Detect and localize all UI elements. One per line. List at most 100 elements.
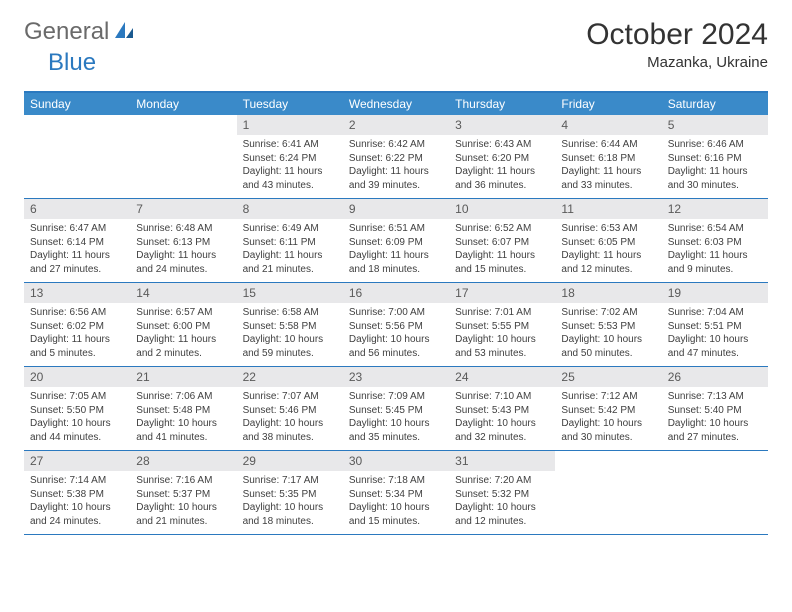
daylight-line: Daylight: 11 hours and 2 minutes. (136, 333, 230, 360)
daylight-line: Daylight: 11 hours and 30 minutes. (668, 165, 762, 192)
sunset-line: Sunset: 5:58 PM (243, 320, 337, 334)
day-cell: 1Sunrise: 6:41 AMSunset: 6:24 PMDaylight… (237, 115, 343, 198)
day-cell: 3Sunrise: 6:43 AMSunset: 6:20 PMDaylight… (449, 115, 555, 198)
day-cell: 14Sunrise: 6:57 AMSunset: 6:00 PMDayligh… (130, 283, 236, 366)
sunrise-line: Sunrise: 6:51 AM (349, 222, 443, 236)
day-content: Sunrise: 6:58 AMSunset: 5:58 PMDaylight:… (237, 303, 343, 366)
sunrise-line: Sunrise: 7:02 AM (561, 306, 655, 320)
day-cell: 9Sunrise: 6:51 AMSunset: 6:09 PMDaylight… (343, 199, 449, 282)
sunrise-line: Sunrise: 6:41 AM (243, 138, 337, 152)
daylight-line: Daylight: 10 hours and 59 minutes. (243, 333, 337, 360)
sunrise-line: Sunrise: 7:13 AM (668, 390, 762, 404)
daylight-line: Daylight: 10 hours and 35 minutes. (349, 417, 443, 444)
day-cell: 26Sunrise: 7:13 AMSunset: 5:40 PMDayligh… (662, 367, 768, 450)
day-number: 30 (343, 451, 449, 471)
day-number: 26 (662, 367, 768, 387)
weeks-container: 1Sunrise: 6:41 AMSunset: 6:24 PMDaylight… (24, 115, 768, 535)
sunrise-line: Sunrise: 7:12 AM (561, 390, 655, 404)
day-content: Sunrise: 6:52 AMSunset: 6:07 PMDaylight:… (449, 219, 555, 282)
sunset-line: Sunset: 5:37 PM (136, 488, 230, 502)
day-cell: 30Sunrise: 7:18 AMSunset: 5:34 PMDayligh… (343, 451, 449, 534)
sunset-line: Sunset: 5:42 PM (561, 404, 655, 418)
day-number: 28 (130, 451, 236, 471)
daylight-line: Daylight: 10 hours and 44 minutes. (30, 417, 124, 444)
day-content: Sunrise: 6:44 AMSunset: 6:18 PMDaylight:… (555, 135, 661, 198)
day-number: 19 (662, 283, 768, 303)
day-number: 13 (24, 283, 130, 303)
sunrise-line: Sunrise: 6:44 AM (561, 138, 655, 152)
sunset-line: Sunset: 5:55 PM (455, 320, 549, 334)
sunrise-line: Sunrise: 7:07 AM (243, 390, 337, 404)
day-content: Sunrise: 6:48 AMSunset: 6:13 PMDaylight:… (130, 219, 236, 282)
day-cell: 23Sunrise: 7:09 AMSunset: 5:45 PMDayligh… (343, 367, 449, 450)
sunrise-line: Sunrise: 7:05 AM (30, 390, 124, 404)
day-cell: 10Sunrise: 6:52 AMSunset: 6:07 PMDayligh… (449, 199, 555, 282)
sunrise-line: Sunrise: 6:47 AM (30, 222, 124, 236)
daylight-line: Daylight: 10 hours and 50 minutes. (561, 333, 655, 360)
page-title: October 2024 (586, 18, 768, 52)
day-content: Sunrise: 7:09 AMSunset: 5:45 PMDaylight:… (343, 387, 449, 450)
daylight-line: Daylight: 10 hours and 41 minutes. (136, 417, 230, 444)
day-number: 25 (555, 367, 661, 387)
day-content: Sunrise: 7:04 AMSunset: 5:51 PMDaylight:… (662, 303, 768, 366)
daylight-line: Daylight: 11 hours and 27 minutes. (30, 249, 124, 276)
day-number: 4 (555, 115, 661, 135)
weekday-header: Friday (555, 93, 661, 115)
sunrise-line: Sunrise: 7:14 AM (30, 474, 124, 488)
day-content: Sunrise: 7:00 AMSunset: 5:56 PMDaylight:… (343, 303, 449, 366)
day-number: 7 (130, 199, 236, 219)
sunset-line: Sunset: 5:35 PM (243, 488, 337, 502)
sunset-line: Sunset: 5:43 PM (455, 404, 549, 418)
daylight-line: Daylight: 11 hours and 5 minutes. (30, 333, 124, 360)
day-number: 9 (343, 199, 449, 219)
day-number: 11 (555, 199, 661, 219)
day-content: Sunrise: 7:07 AMSunset: 5:46 PMDaylight:… (237, 387, 343, 450)
day-number: 27 (24, 451, 130, 471)
daylight-line: Daylight: 11 hours and 36 minutes. (455, 165, 549, 192)
weekday-header: Sunday (24, 93, 130, 115)
day-content: Sunrise: 7:14 AMSunset: 5:38 PMDaylight:… (24, 471, 130, 534)
sunset-line: Sunset: 6:03 PM (668, 236, 762, 250)
logo-text-general: General (24, 18, 109, 46)
day-cell: 19Sunrise: 7:04 AMSunset: 5:51 PMDayligh… (662, 283, 768, 366)
daylight-line: Daylight: 10 hours and 24 minutes. (30, 501, 124, 528)
day-cell: 31Sunrise: 7:20 AMSunset: 5:32 PMDayligh… (449, 451, 555, 534)
day-number: 31 (449, 451, 555, 471)
sunset-line: Sunset: 6:00 PM (136, 320, 230, 334)
sunset-line: Sunset: 5:40 PM (668, 404, 762, 418)
sunrise-line: Sunrise: 6:48 AM (136, 222, 230, 236)
sunrise-line: Sunrise: 6:49 AM (243, 222, 337, 236)
day-cell: 21Sunrise: 7:06 AMSunset: 5:48 PMDayligh… (130, 367, 236, 450)
daylight-line: Daylight: 11 hours and 43 minutes. (243, 165, 337, 192)
sunset-line: Sunset: 6:16 PM (668, 152, 762, 166)
day-cell: 27Sunrise: 7:14 AMSunset: 5:38 PMDayligh… (24, 451, 130, 534)
sunset-line: Sunset: 6:05 PM (561, 236, 655, 250)
day-number: 1 (237, 115, 343, 135)
day-cell: 16Sunrise: 7:00 AMSunset: 5:56 PMDayligh… (343, 283, 449, 366)
day-number: 14 (130, 283, 236, 303)
daylight-line: Daylight: 11 hours and 21 minutes. (243, 249, 337, 276)
day-cell: 2Sunrise: 6:42 AMSunset: 6:22 PMDaylight… (343, 115, 449, 198)
sunset-line: Sunset: 5:34 PM (349, 488, 443, 502)
day-content: Sunrise: 6:41 AMSunset: 6:24 PMDaylight:… (237, 135, 343, 198)
daylight-line: Daylight: 10 hours and 38 minutes. (243, 417, 337, 444)
sunset-line: Sunset: 5:50 PM (30, 404, 124, 418)
day-cell: 7Sunrise: 6:48 AMSunset: 6:13 PMDaylight… (130, 199, 236, 282)
day-cell (24, 115, 130, 198)
sunrise-line: Sunrise: 6:58 AM (243, 306, 337, 320)
daylight-line: Daylight: 11 hours and 24 minutes. (136, 249, 230, 276)
day-content: Sunrise: 6:57 AMSunset: 6:00 PMDaylight:… (130, 303, 236, 366)
daylight-line: Daylight: 11 hours and 9 minutes. (668, 249, 762, 276)
sunrise-line: Sunrise: 7:00 AM (349, 306, 443, 320)
day-cell: 25Sunrise: 7:12 AMSunset: 5:42 PMDayligh… (555, 367, 661, 450)
daylight-line: Daylight: 11 hours and 15 minutes. (455, 249, 549, 276)
weekday-header: Saturday (662, 93, 768, 115)
day-content: Sunrise: 6:46 AMSunset: 6:16 PMDaylight:… (662, 135, 768, 198)
day-number: 15 (237, 283, 343, 303)
day-number: 10 (449, 199, 555, 219)
week-row: 13Sunrise: 6:56 AMSunset: 6:02 PMDayligh… (24, 283, 768, 367)
weekday-header-row: SundayMondayTuesdayWednesdayThursdayFrid… (24, 93, 768, 115)
day-number: 21 (130, 367, 236, 387)
daylight-line: Daylight: 10 hours and 53 minutes. (455, 333, 549, 360)
page-subtitle: Mazanka, Ukraine (586, 54, 768, 71)
